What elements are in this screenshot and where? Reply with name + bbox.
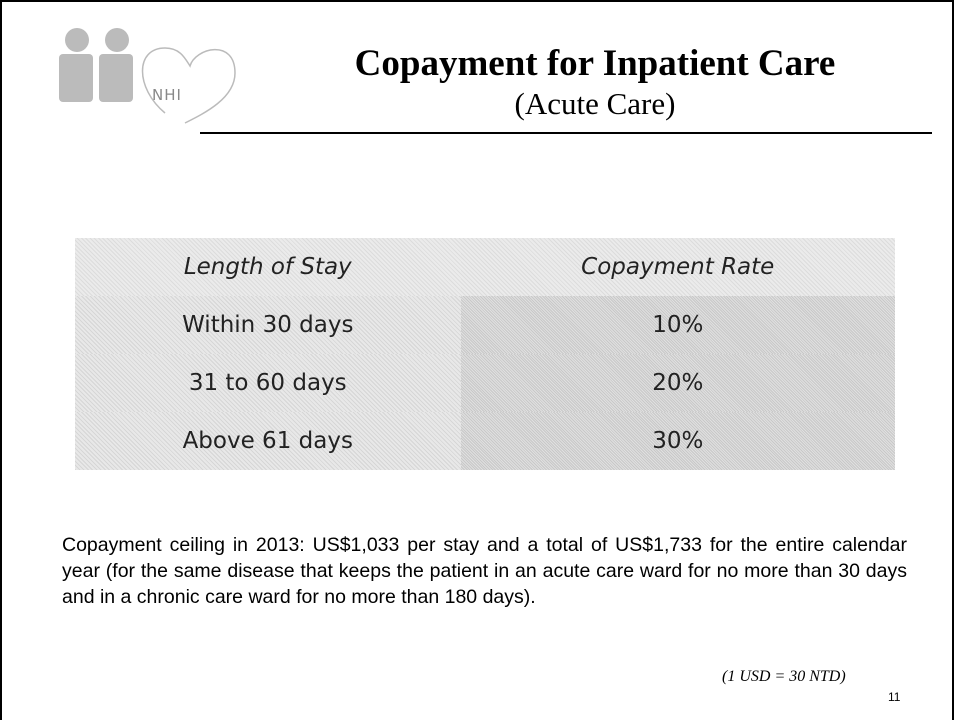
- logo-figures: [59, 28, 133, 102]
- header-cell: Copayment Rate: [460, 238, 895, 296]
- row: Above 61 days 30%: [75, 412, 895, 470]
- note: Copayment ceiling in 2013: US$1,033 per …: [62, 534, 907, 608]
- page-number: 11: [888, 690, 901, 704]
- cell: Within 30 days: [75, 296, 461, 354]
- cell: Above 61 days: [75, 412, 461, 470]
- cell: 10%: [460, 296, 895, 354]
- copayment-table: Length of Stay Copayment Rate Within 30 …: [75, 238, 895, 470]
- cell: 31 to 60 days: [75, 354, 461, 412]
- header-cell: Length of Stay: [75, 238, 461, 296]
- cell: 20%: [460, 354, 895, 412]
- header-row: Length of Stay Copayment Rate: [75, 238, 895, 296]
- title: Copayment for Inpatient Care: [354, 43, 836, 84]
- title-rule: [200, 132, 932, 134]
- exchange-rate: (1 USD = 30 NTD): [722, 668, 846, 685]
- logo-text: NHI: [152, 86, 182, 104]
- logo-heart: [141, 47, 236, 124]
- row: Within 30 days 10%: [75, 296, 895, 354]
- logo: [59, 28, 236, 124]
- cell: 30%: [460, 412, 895, 470]
- row: 31 to 60 days 20%: [75, 354, 895, 412]
- subtitle: (Acute Care): [514, 86, 676, 121]
